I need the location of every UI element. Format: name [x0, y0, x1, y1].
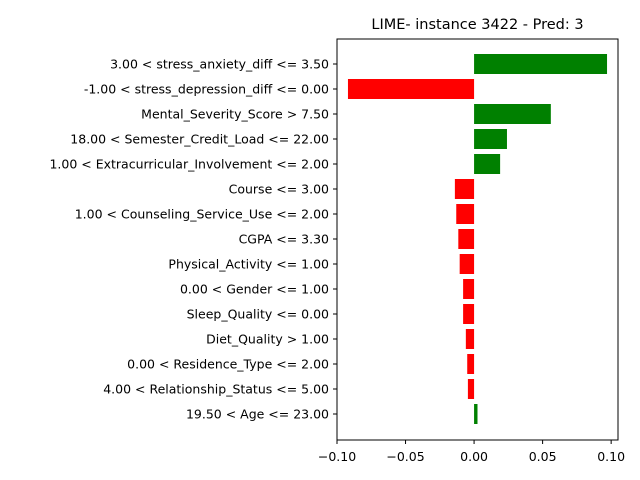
bar-0 [474, 54, 608, 74]
bar-5 [454, 179, 475, 199]
bar-11 [465, 329, 475, 349]
y-tick-label: Mental_Severity_Score > 7.50 [141, 107, 329, 122]
bar-6 [456, 204, 475, 224]
x-tick-label: 0.10 [597, 449, 625, 464]
x-tick-label: −0.05 [386, 449, 424, 464]
bar-8 [459, 254, 475, 274]
bar-7 [458, 229, 475, 249]
chart-title: LIME- instance 3422 - Pred: 3 [371, 17, 583, 33]
x-ticks: −0.10 −0.05 0.00 0.05 0.10 [318, 440, 625, 464]
y-tick-label: 4.00 < Relationship_Status <= 5.00 [103, 382, 329, 397]
x-tick-label: −0.10 [318, 449, 356, 464]
y-tick-label: Course <= 3.00 [229, 182, 329, 197]
bar-4 [474, 154, 501, 174]
bar-9 [463, 279, 475, 299]
y-tick-labels: 3.00 < stress_anxiety_diff <= 3.50 -1.00 … [49, 57, 337, 422]
bar-1 [347, 79, 475, 99]
y-tick-label: Sleep_Quality <= 0.00 [187, 307, 329, 322]
bar-10 [463, 304, 475, 324]
y-tick-label: 0.00 < Residence_Type <= 2.00 [127, 357, 329, 372]
bar-13 [467, 379, 475, 399]
y-tick-label: 1.00 < Extracurricular_Involvement <= 2.… [49, 157, 329, 172]
bar-14 [474, 404, 478, 424]
y-tick-label: 3.00 < stress_anxiety_diff <= 3.50 [110, 57, 329, 72]
bar-12 [467, 354, 475, 374]
bar-2 [474, 104, 551, 124]
bars-group [347, 54, 608, 424]
x-tick-label: 0.05 [529, 449, 557, 464]
y-tick-label: 0.00 < Gender <= 1.00 [180, 282, 329, 297]
y-tick-label: 1.00 < Counseling_Service_Use <= 2.00 [75, 207, 329, 222]
y-tick-label: Diet_Quality > 1.00 [206, 332, 329, 347]
bar-3 [474, 129, 507, 149]
plot-frame [336, 38, 619, 441]
y-tick-label: 18.00 < Semester_Credit_Load <= 22.00 [70, 132, 329, 147]
y-tick-label: CGPA <= 3.30 [239, 232, 329, 247]
x-tick-label: 0.00 [460, 449, 488, 464]
y-tick-label: 19.50 < Age <= 23.00 [186, 407, 329, 422]
y-tick-label: Physical_Activity <= 1.00 [168, 257, 329, 272]
y-tick-label: -1.00 < stress_depression_diff <= 0.00 [84, 82, 329, 97]
